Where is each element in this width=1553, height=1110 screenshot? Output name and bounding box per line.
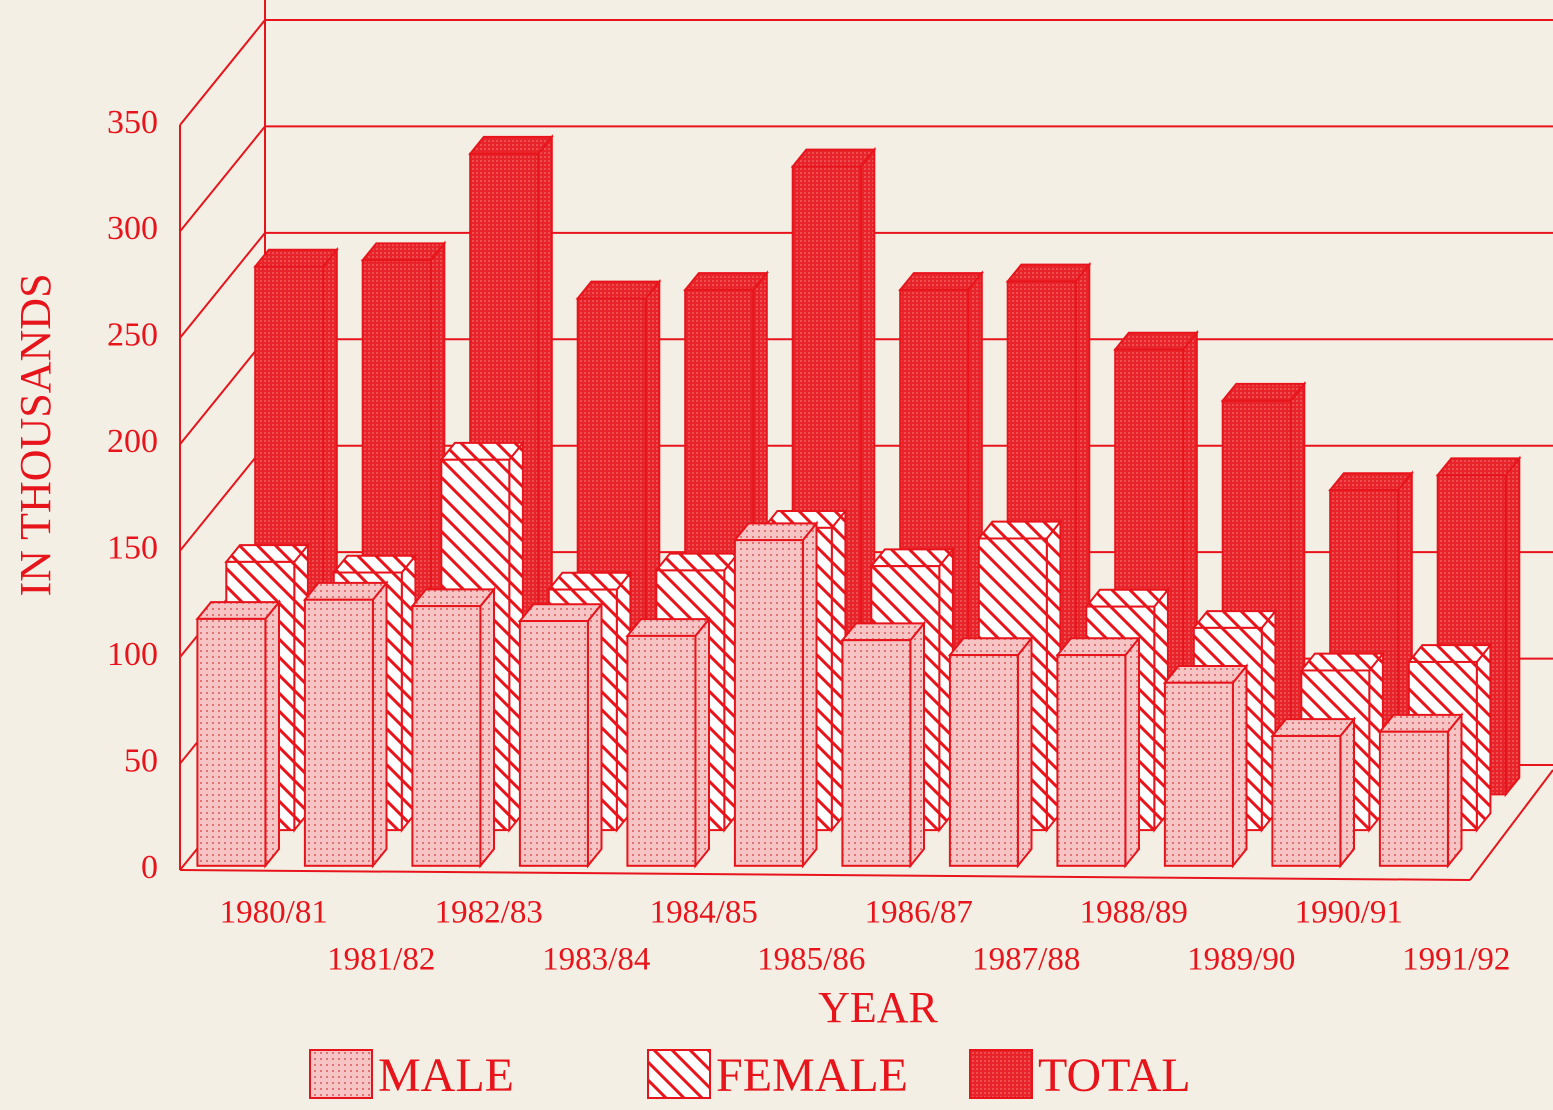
y-axis-label: IN THOUSANDS: [11, 273, 60, 596]
y-tick-label: 100: [107, 636, 158, 673]
x-tick-label: 1983/84: [542, 942, 650, 978]
bar: [840, 620, 927, 869]
bar: [1377, 712, 1464, 869]
x-tick-label: 1987/88: [972, 942, 1080, 978]
bar: [410, 586, 497, 869]
x-axis-label: YEAR: [818, 983, 938, 1032]
grid-line: [179, 125, 1553, 233]
floor-front: [179, 869, 1471, 881]
bar: [732, 520, 819, 869]
legend-swatch: [969, 1049, 1033, 1099]
bar: [302, 580, 389, 869]
x-tick-label: 1985/86: [757, 942, 865, 978]
y-tick-label: 0: [141, 849, 158, 886]
y-tick-label: 50: [124, 742, 158, 779]
x-tick-label: 1990/91: [1295, 895, 1403, 931]
legend-swatch: [309, 1049, 373, 1099]
x-tick-label: 1981/82: [327, 942, 435, 978]
floor-right: [1469, 769, 1553, 881]
y-tick-label: 350: [107, 104, 158, 141]
y-tick-label: 250: [107, 317, 158, 354]
bar: [1270, 716, 1357, 869]
x-tick-label: 1989/90: [1187, 942, 1295, 978]
bar: [625, 616, 712, 869]
bar: [195, 599, 282, 869]
legend-label: MALE: [378, 1049, 514, 1102]
grid-line: [179, 231, 1553, 339]
y-tick-label: 150: [107, 530, 158, 567]
y-tick-label: 200: [107, 423, 158, 460]
legend-label: FEMALE: [716, 1049, 908, 1102]
bar: [1055, 635, 1142, 869]
legend-swatch: [647, 1049, 711, 1099]
x-tick-label: 1982/83: [435, 895, 543, 931]
y-tick-label: 300: [107, 210, 158, 247]
x-tick-label: 1988/89: [1080, 895, 1188, 931]
x-tick-label: 1980/81: [220, 895, 328, 931]
x-tick-label: 1991/92: [1402, 942, 1510, 978]
x-tick-label: 1984/85: [650, 895, 758, 931]
grid-line: [179, 19, 1553, 126]
bar: [1162, 663, 1249, 869]
legend-label: TOTAL: [1038, 1049, 1191, 1102]
bar: [947, 635, 1034, 869]
x-tick-label: 1986/87: [865, 895, 973, 931]
bar: [517, 601, 604, 869]
